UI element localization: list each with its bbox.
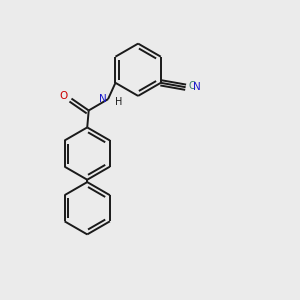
Text: C: C <box>188 81 195 91</box>
Text: H: H <box>115 97 122 107</box>
Text: N: N <box>194 82 201 92</box>
Text: N: N <box>99 94 106 103</box>
Text: O: O <box>60 91 68 100</box>
